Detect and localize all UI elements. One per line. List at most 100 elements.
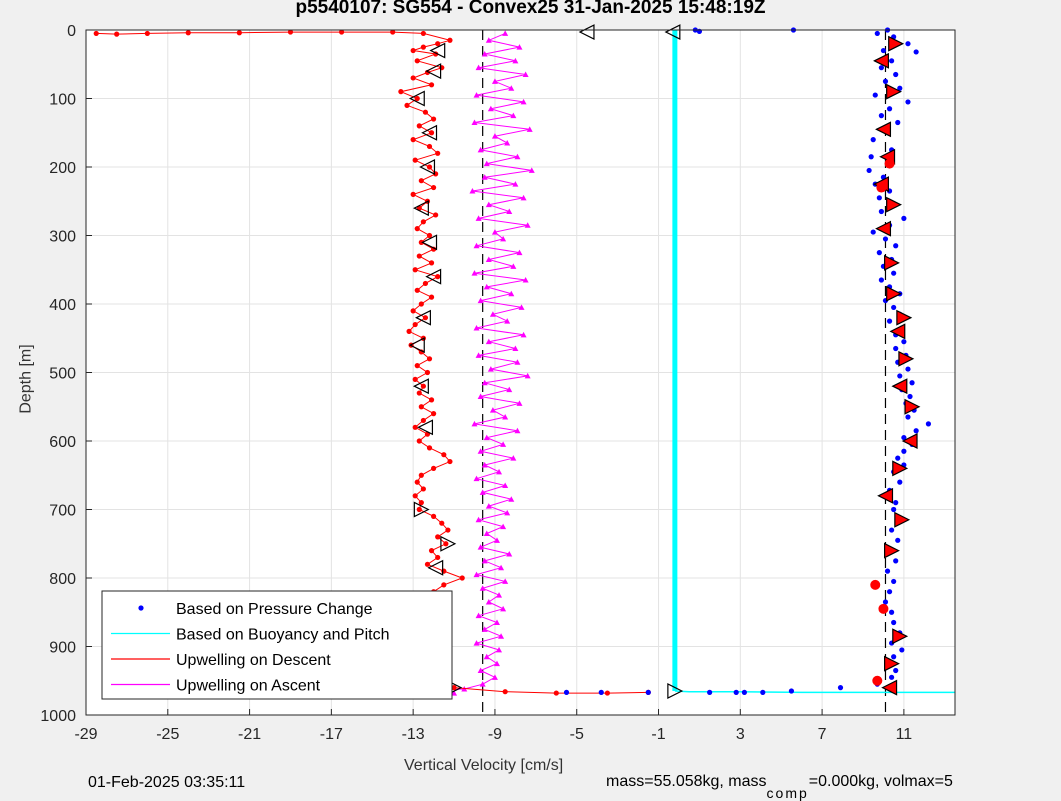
ascent-point	[481, 557, 488, 564]
pressure-point	[913, 49, 919, 55]
pressure-point	[905, 41, 911, 47]
pressure-point	[866, 167, 872, 174]
pressure-point	[889, 58, 895, 64]
descent-point	[424, 561, 431, 567]
ascent-point	[491, 229, 498, 235]
pressure-point	[891, 578, 897, 585]
highlight-dot	[872, 675, 883, 686]
descent-point	[406, 328, 412, 334]
pressure-point	[874, 30, 880, 37]
ascent-point	[477, 544, 484, 550]
descent-marker	[408, 90, 425, 107]
ascent-point	[510, 263, 517, 269]
ascent-point	[520, 331, 527, 338]
pressure-point	[707, 689, 713, 695]
legend-label: Upwelling on Descent	[176, 652, 331, 669]
descent-point	[428, 82, 435, 88]
descent-point	[287, 29, 294, 35]
descent-point	[420, 417, 426, 424]
ascent-point	[485, 37, 492, 43]
ascent-point	[502, 578, 509, 584]
ascent-point	[520, 98, 527, 105]
ascent-point	[475, 352, 482, 358]
descent-point	[426, 164, 433, 170]
ascent-point	[516, 400, 523, 406]
pressure-point	[878, 277, 884, 283]
pressure-marker	[888, 35, 905, 52]
pressure-marker	[886, 196, 903, 213]
ascent-point	[500, 523, 507, 530]
descent-point	[428, 397, 435, 403]
y-tick-label: 300	[49, 229, 76, 246]
ascent-point	[473, 475, 480, 482]
descent-point	[431, 184, 437, 191]
pressure-point	[884, 568, 891, 574]
x-tick-label: -1	[651, 726, 665, 743]
descent-point	[414, 363, 420, 369]
descent-point	[447, 458, 453, 465]
descent-point	[426, 143, 433, 150]
descent-point	[410, 47, 416, 54]
ascent-point	[518, 304, 525, 310]
ascent-point	[508, 496, 515, 502]
y-tick-label: 900	[49, 640, 76, 657]
pressure-point	[878, 65, 884, 71]
pressure-point	[645, 689, 651, 695]
pressure-point	[837, 685, 844, 691]
ascent-point	[504, 509, 511, 516]
ascent-point	[477, 393, 484, 399]
y-tick-label: 600	[49, 434, 76, 451]
ascent-point	[475, 612, 482, 619]
pressure-point	[897, 85, 903, 91]
ascent-point	[498, 633, 505, 639]
pressure-point	[882, 236, 889, 242]
descent-marker	[427, 559, 444, 576]
y-tick-label: 0	[67, 23, 76, 40]
descent-point	[431, 465, 437, 471]
ascent-point	[506, 551, 513, 557]
pressure-point	[901, 339, 907, 345]
descent-point	[439, 520, 445, 526]
footer-mass-info: mass=55.058kg, masscomp=0.000kg, volmax=…	[606, 773, 953, 801]
descent-marker	[415, 309, 431, 326]
descent-point	[435, 41, 441, 47]
descent-point	[416, 438, 422, 444]
pressure-marker	[881, 679, 898, 696]
highlight-dot	[876, 182, 887, 193]
pressure-marker	[894, 511, 911, 528]
descent-point	[420, 486, 426, 492]
descent-point	[426, 232, 433, 239]
pressure-marker	[901, 433, 918, 449]
x-tick-label: 7	[818, 726, 827, 743]
descent-marker	[578, 24, 595, 41]
descent-point	[422, 280, 429, 287]
pressure-marker	[898, 350, 915, 367]
descent-point	[418, 301, 424, 307]
ascent-point	[477, 448, 484, 454]
ascent-point	[477, 297, 484, 304]
ascent-point	[489, 407, 496, 413]
descent-point	[416, 123, 422, 129]
descent-point	[428, 294, 435, 300]
pressure-marker	[896, 309, 913, 326]
pressure-point	[886, 106, 893, 112]
pressure-point	[889, 609, 895, 615]
descent-point	[428, 260, 435, 266]
ascent-point	[473, 92, 480, 98]
ascent-point	[473, 324, 480, 331]
ascent-series	[379, 30, 535, 696]
pressure-point	[741, 689, 747, 695]
highlight-dot	[878, 603, 889, 614]
ascent-point	[524, 372, 531, 379]
pressure-point	[891, 506, 897, 513]
x-tick-label: 3	[736, 726, 745, 743]
pressure-point	[876, 250, 882, 256]
ascent-point	[477, 667, 484, 673]
ascent-point	[485, 256, 492, 262]
descent-point	[144, 30, 150, 37]
descent-marker	[417, 419, 434, 436]
ascent-point	[493, 537, 500, 543]
ascent-point	[500, 605, 507, 612]
descent-point	[414, 58, 420, 64]
